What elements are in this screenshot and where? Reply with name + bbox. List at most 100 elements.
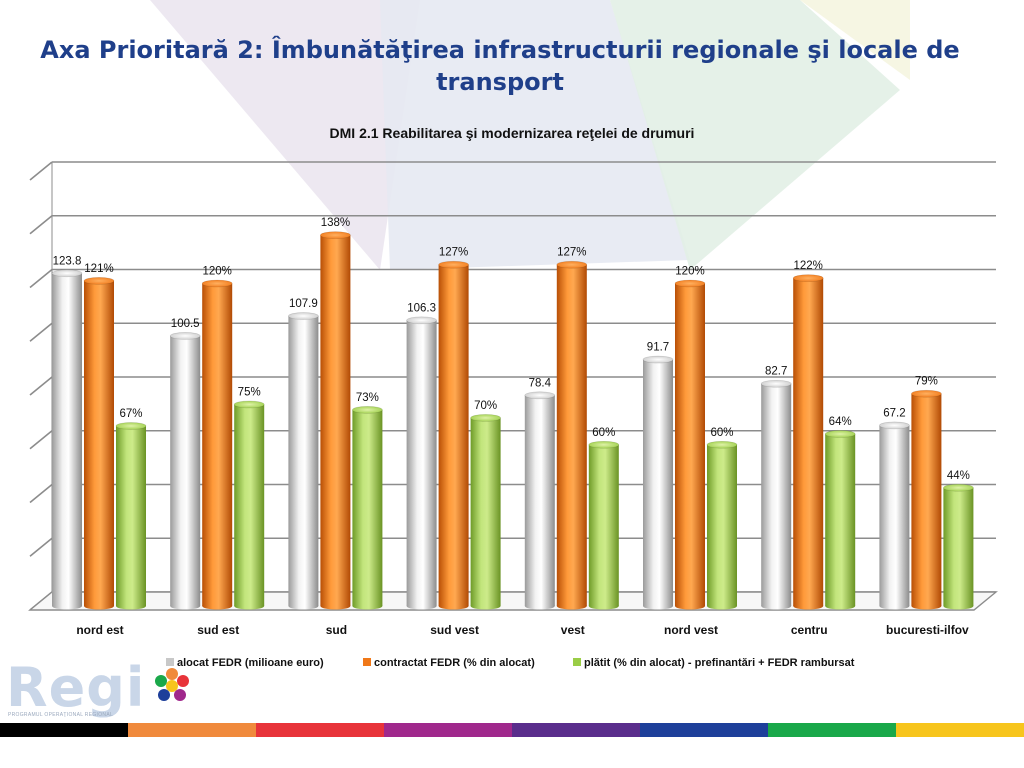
data-label: 138% bbox=[321, 217, 350, 229]
data-label: 120% bbox=[202, 266, 231, 278]
bar bbox=[943, 487, 974, 606]
bar bbox=[438, 264, 469, 606]
bar-bottom bbox=[234, 602, 265, 610]
gridline-depth bbox=[29, 537, 53, 557]
bar-bottom bbox=[438, 602, 469, 610]
bar-bottom bbox=[825, 602, 856, 610]
bar bbox=[556, 264, 587, 606]
data-label: 79% bbox=[915, 376, 938, 388]
bar-top bbox=[438, 260, 469, 269]
data-label: 70% bbox=[474, 400, 497, 412]
data-label: 60% bbox=[592, 427, 615, 439]
category-label: sud vest bbox=[430, 623, 479, 637]
bar-top bbox=[288, 312, 319, 320]
bar bbox=[116, 425, 146, 606]
bar bbox=[588, 444, 619, 606]
bar-top bbox=[470, 414, 501, 422]
bar-bottom bbox=[52, 602, 82, 610]
bar-top bbox=[524, 391, 556, 400]
legend-swatch bbox=[363, 658, 371, 666]
color-strip-segment bbox=[640, 723, 768, 737]
bar-top bbox=[51, 269, 83, 278]
data-label: 123.8 bbox=[53, 255, 82, 267]
bar-top bbox=[352, 406, 383, 414]
bar-top bbox=[760, 379, 792, 388]
bar bbox=[761, 383, 792, 606]
category-label: bucuresti-ilfov bbox=[886, 623, 969, 637]
data-label: 60% bbox=[710, 427, 733, 439]
bars bbox=[51, 231, 974, 610]
bar bbox=[288, 316, 319, 606]
bar-top bbox=[556, 260, 588, 269]
color-strip-segment bbox=[512, 723, 640, 737]
category-label: centru bbox=[791, 623, 828, 637]
bar-bottom bbox=[879, 602, 910, 610]
category-label: nord vest bbox=[664, 623, 718, 637]
legend-label: alocat FEDR (milioane euro) bbox=[177, 657, 324, 669]
color-strip-segment bbox=[384, 723, 512, 737]
bar bbox=[825, 434, 856, 606]
data-label: 121% bbox=[84, 263, 113, 275]
bar bbox=[52, 273, 82, 606]
bar bbox=[911, 393, 942, 606]
data-label: 67.2 bbox=[883, 407, 905, 419]
bar bbox=[320, 235, 351, 606]
bar-top bbox=[233, 400, 265, 409]
bar-top bbox=[406, 316, 437, 325]
bar-bottom bbox=[675, 602, 705, 610]
regio-logo: Regi PROGRAMUL OPERAŢIONAL REGIONAL bbox=[6, 660, 196, 724]
data-label: 107.9 bbox=[289, 298, 318, 310]
data-label: 78.4 bbox=[529, 377, 552, 389]
gridline-depth bbox=[29, 376, 53, 396]
bar bbox=[524, 395, 555, 606]
bar-top bbox=[879, 421, 910, 430]
category-label: vest bbox=[561, 623, 585, 637]
bar-bottom bbox=[352, 602, 383, 610]
bar-top bbox=[824, 430, 856, 438]
bar bbox=[675, 283, 705, 606]
bar-bottom bbox=[524, 602, 555, 610]
bar bbox=[352, 409, 383, 606]
bar bbox=[202, 283, 233, 606]
data-label: 75% bbox=[238, 386, 261, 398]
bar-top bbox=[943, 483, 974, 492]
data-label: 64% bbox=[829, 416, 852, 428]
bar-bottom bbox=[943, 602, 974, 610]
bar-bottom bbox=[707, 602, 737, 610]
bar-bottom bbox=[288, 602, 319, 610]
legend-label: contractat FEDR (% din alocat) bbox=[374, 657, 535, 669]
bar-top bbox=[642, 355, 674, 364]
bar-top bbox=[320, 231, 351, 239]
legend-swatch bbox=[166, 658, 174, 666]
bar-bottom bbox=[116, 602, 146, 610]
gridline-depth bbox=[29, 322, 53, 342]
color-strip-segment bbox=[256, 723, 384, 737]
bar-bottom bbox=[793, 602, 824, 610]
bar-bottom bbox=[202, 602, 233, 610]
category-label: nord est bbox=[76, 623, 123, 637]
category-labels: nord est sud est sud sud vest vest nord vest c… bbox=[76, 623, 969, 637]
data-label: 120% bbox=[675, 266, 704, 278]
bar-top bbox=[588, 440, 620, 449]
color-strip-segment bbox=[768, 723, 896, 737]
bar-top bbox=[911, 389, 942, 398]
bar bbox=[470, 417, 501, 606]
legend: alocat FEDR (milioane euro) contractat FE… bbox=[166, 657, 855, 669]
legend-label: plătit (% din alocat) - prefinantări + F… bbox=[584, 657, 855, 669]
legend-swatch bbox=[573, 658, 581, 666]
bar-top bbox=[115, 422, 147, 430]
slide-title: Axa Prioritară 2: Îmbunătăţirea infrastr… bbox=[40, 36, 960, 96]
gridline-depth bbox=[29, 483, 53, 504]
bar-bottom bbox=[911, 602, 942, 610]
bar bbox=[793, 278, 824, 606]
logo-text: Regi bbox=[6, 656, 146, 719]
color-strip-segment bbox=[896, 723, 1024, 737]
bar bbox=[84, 280, 114, 606]
color-strip bbox=[0, 723, 1024, 737]
data-label: 127% bbox=[439, 247, 468, 259]
data-label: 122% bbox=[793, 260, 822, 272]
data-label: 127% bbox=[557, 247, 586, 259]
bar-bottom bbox=[761, 602, 792, 610]
chart-title: DMI 2.1 Reabilitarea şi modernizarea reţ… bbox=[330, 125, 695, 141]
